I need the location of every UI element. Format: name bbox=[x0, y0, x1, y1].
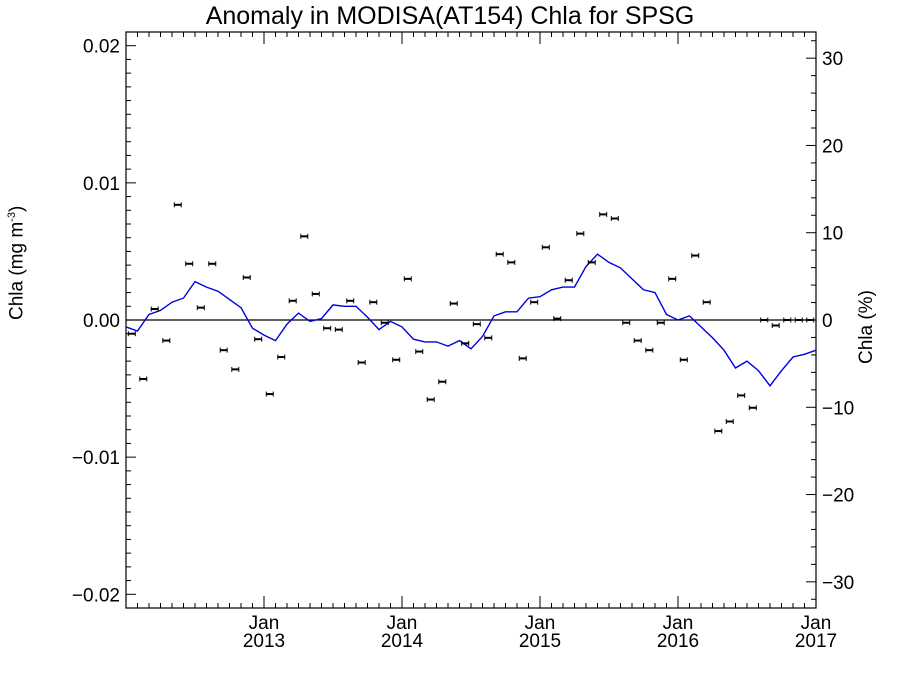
y-tick-label: −0.02 bbox=[72, 585, 120, 606]
x-tick-month-label: Jan bbox=[525, 613, 556, 634]
chart-title: Anomaly in MODISA(AT154) Chla for SPSG bbox=[205, 2, 695, 30]
y2-tick-label: 20 bbox=[822, 136, 843, 157]
x-tick-year-label: 2017 bbox=[795, 631, 837, 652]
y2-tick-label: −30 bbox=[822, 573, 854, 594]
x-tick-year-label: 2015 bbox=[519, 631, 561, 652]
x-tick-year-label: 2014 bbox=[381, 631, 424, 652]
x-tick-month-label: Jan bbox=[663, 613, 694, 634]
y-tick-label: 0.01 bbox=[83, 174, 120, 195]
y2-tick-label: −20 bbox=[822, 486, 854, 507]
y-tick-label: 0.02 bbox=[83, 37, 120, 58]
y-tick-label: 0.00 bbox=[83, 311, 120, 332]
series-line bbox=[125, 253, 817, 387]
x-tick-month-label: Jan bbox=[801, 613, 832, 634]
y-tick-label: −0.01 bbox=[72, 448, 120, 469]
y2-tick-label: −10 bbox=[822, 398, 854, 419]
y2-tick-label: 30 bbox=[822, 49, 843, 70]
y2-tick-label: 10 bbox=[822, 224, 843, 245]
y2-tick-label: 0 bbox=[822, 311, 833, 332]
x-tick-month-label: Jan bbox=[249, 613, 280, 634]
x-tick-year-label: 2013 bbox=[243, 631, 285, 652]
x-tick-month-label: Jan bbox=[387, 613, 418, 634]
x-tick-year-label: 2016 bbox=[657, 631, 699, 652]
